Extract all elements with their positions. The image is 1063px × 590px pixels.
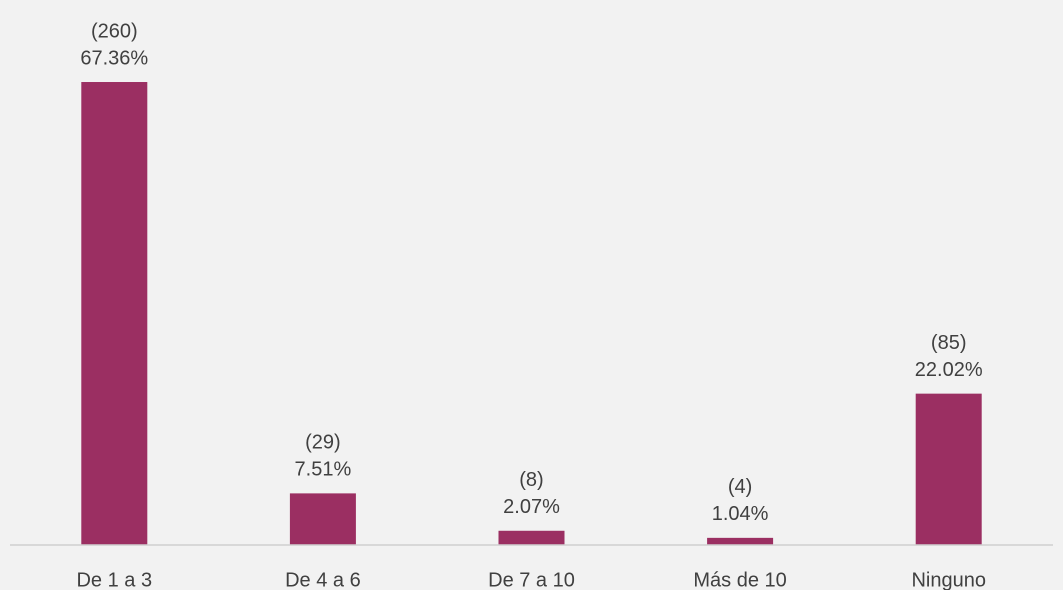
value-label: 67.36% [80,47,148,69]
value-label: 22.02% [915,359,983,381]
bar [289,493,356,545]
bar [498,530,565,545]
x-tick-label: De 4 a 6 [285,569,361,590]
value-label: 2.07% [503,496,560,518]
x-tick-label: Más de 10 [693,569,786,590]
x-tick-label: Ninguno [911,569,986,590]
count-label: (29) [305,432,341,454]
count-label: (4) [728,476,752,498]
x-tick-label: De 7 a 10 [488,569,575,590]
count-label: (260) [91,20,138,42]
x-tick-label: De 1 a 3 [76,569,152,590]
count-label: (8) [519,469,543,491]
bar [81,82,148,545]
count-label: (85) [931,332,967,354]
bar [915,393,982,545]
value-label: 1.04% [712,503,769,525]
bar [707,537,774,545]
value-label: 7.51% [295,459,352,481]
